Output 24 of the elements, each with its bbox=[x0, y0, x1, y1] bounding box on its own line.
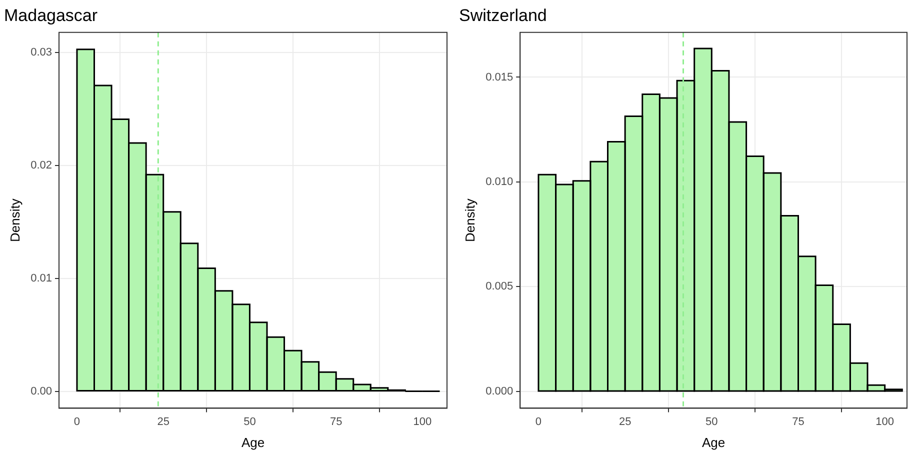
x-tick-label: 50 bbox=[244, 416, 256, 428]
x-tick-label: 0 bbox=[74, 416, 80, 428]
x-tick-label: 100 bbox=[876, 416, 894, 428]
x-tick-label: 75 bbox=[792, 416, 804, 428]
x-axis-title: Age bbox=[241, 434, 265, 450]
x-tick-label: 25 bbox=[618, 416, 632, 428]
y-axis-title: Density bbox=[7, 198, 22, 242]
y-tick-label: 0.010 bbox=[486, 176, 514, 188]
chart-title: Switzerland bbox=[459, 6, 547, 25]
y-tick-label: 0.015 bbox=[486, 71, 514, 84]
y-tick-label: 0.005 bbox=[486, 280, 514, 293]
x-tick-label: 75 bbox=[330, 416, 342, 428]
y-tick-label: 0.02 bbox=[30, 160, 52, 172]
y-tick-label: 0.000 bbox=[486, 385, 514, 398]
x-axis-title: Age bbox=[702, 434, 726, 450]
x-tick-label: 100 bbox=[413, 416, 432, 428]
y-tick-label: 0.03 bbox=[30, 46, 52, 59]
y-axis-title: Density bbox=[462, 198, 478, 242]
y-tick-label: 0.01 bbox=[30, 272, 52, 284]
y-tick-label: 0.00 bbox=[30, 385, 52, 398]
x-tick-label: 0 bbox=[535, 416, 542, 428]
x-tick-label: 25 bbox=[157, 416, 170, 428]
x-tick-label: 50 bbox=[706, 416, 718, 428]
chart-title: Madagascar bbox=[4, 6, 98, 25]
